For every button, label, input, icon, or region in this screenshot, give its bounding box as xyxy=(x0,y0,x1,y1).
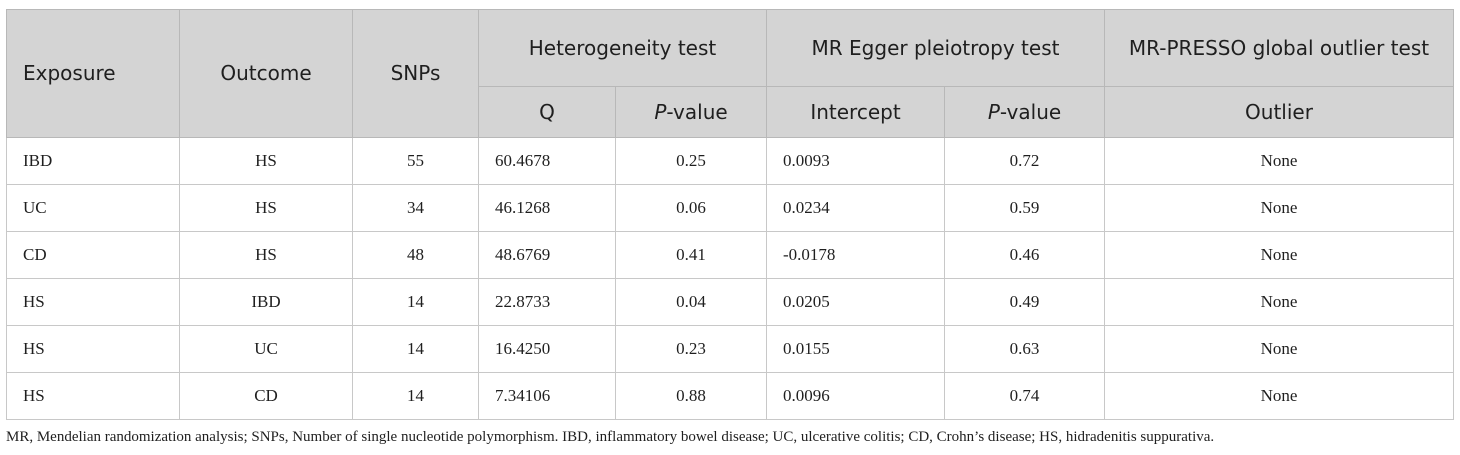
cell-q: 46.1268 xyxy=(478,184,616,232)
cell-exposure: HS xyxy=(6,372,180,420)
table-footnote: MR, Mendelian randomization analysis; SN… xyxy=(6,429,1215,445)
results-table-container: Exposure Outcome SNPs Heterogeneity test… xyxy=(6,9,1454,420)
cell-outcome: CD xyxy=(179,372,353,420)
header-heterogeneity-test: Heterogeneity test xyxy=(478,9,767,87)
table-header: Exposure Outcome SNPs Heterogeneity test… xyxy=(6,9,1454,138)
p-suffix: -value xyxy=(666,99,728,124)
cell-exposure: HS xyxy=(6,278,180,326)
cell-q-p-value: 0.04 xyxy=(615,278,767,326)
cell-q-p-value: 0.25 xyxy=(615,137,767,185)
header-heterogeneity-p-value: P-value xyxy=(615,86,767,138)
cell-egger-p-value: 0.63 xyxy=(944,325,1105,373)
table-row: HS UC 14 16.4250 0.23 0.0155 0.63 None xyxy=(6,325,1454,373)
header-exposure: Exposure xyxy=(6,9,180,138)
cell-egger-p-value: 0.72 xyxy=(944,137,1105,185)
cell-snps: 14 xyxy=(352,372,479,420)
table-row: HS CD 14 7.34106 0.88 0.0096 0.74 None xyxy=(6,372,1454,420)
header-mr-presso-global-outlier-test: MR-PRESSO global outlier test xyxy=(1104,9,1454,87)
cell-q-p-value: 0.41 xyxy=(615,231,767,279)
cell-outcome: HS xyxy=(179,184,353,232)
header-q: Q xyxy=(478,86,616,138)
cell-intercept: 0.0155 xyxy=(766,325,945,373)
cell-exposure: IBD xyxy=(6,137,180,185)
cell-q: 16.4250 xyxy=(478,325,616,373)
table-row: CD HS 48 48.6769 0.41 -0.0178 0.46 None xyxy=(6,231,1454,279)
p-italic: P xyxy=(654,99,667,124)
cell-egger-p-value: 0.46 xyxy=(944,231,1105,279)
header-mr-egger-pleiotropy-test: MR Egger pleiotropy test xyxy=(766,9,1105,87)
cell-q: 22.8733 xyxy=(478,278,616,326)
cell-outcome: UC xyxy=(179,325,353,373)
header-egger-p-value: P-value xyxy=(944,86,1105,138)
table-body: IBD HS 55 60.4678 0.25 0.0093 0.72 None … xyxy=(6,137,1454,420)
cell-outcome: IBD xyxy=(179,278,353,326)
cell-egger-p-value: 0.49 xyxy=(944,278,1105,326)
cell-outlier: None xyxy=(1104,278,1454,326)
cell-snps: 34 xyxy=(352,184,479,232)
cell-intercept: 0.0234 xyxy=(766,184,945,232)
header-outlier: Outlier xyxy=(1104,86,1454,138)
header-snps: SNPs xyxy=(352,9,479,138)
cell-q-p-value: 0.23 xyxy=(615,325,767,373)
table-row: HS IBD 14 22.8733 0.04 0.0205 0.49 None xyxy=(6,278,1454,326)
cell-intercept: 0.0205 xyxy=(766,278,945,326)
cell-q: 7.34106 xyxy=(478,372,616,420)
cell-intercept: 0.0093 xyxy=(766,137,945,185)
cell-exposure: HS xyxy=(6,325,180,373)
cell-q: 48.6769 xyxy=(478,231,616,279)
cell-outcome: HS xyxy=(179,231,353,279)
cell-outlier: None xyxy=(1104,325,1454,373)
cell-snps: 14 xyxy=(352,325,479,373)
cell-snps: 48 xyxy=(352,231,479,279)
cell-egger-p-value: 0.74 xyxy=(944,372,1105,420)
cell-q-p-value: 0.88 xyxy=(615,372,767,420)
cell-exposure: UC xyxy=(6,184,180,232)
cell-outlier: None xyxy=(1104,231,1454,279)
table-row: UC HS 34 46.1268 0.06 0.0234 0.59 None xyxy=(6,184,1454,232)
cell-q-p-value: 0.06 xyxy=(615,184,767,232)
cell-snps: 14 xyxy=(352,278,479,326)
cell-outlier: None xyxy=(1104,137,1454,185)
cell-egger-p-value: 0.59 xyxy=(944,184,1105,232)
cell-outlier: None xyxy=(1104,184,1454,232)
header-intercept: Intercept xyxy=(766,86,945,138)
cell-q: 60.4678 xyxy=(478,137,616,185)
header-outcome: Outcome xyxy=(179,9,353,138)
cell-outlier: None xyxy=(1104,372,1454,420)
mr-sensitivity-table: Exposure Outcome SNPs Heterogeneity test… xyxy=(6,9,1454,420)
p-suffix: -value xyxy=(999,99,1062,124)
cell-exposure: CD xyxy=(6,231,180,279)
table-row: IBD HS 55 60.4678 0.25 0.0093 0.72 None xyxy=(6,137,1454,185)
p-italic: P xyxy=(987,99,1000,124)
cell-intercept: -0.0178 xyxy=(766,231,945,279)
cell-outcome: HS xyxy=(179,137,353,185)
cell-snps: 55 xyxy=(352,137,479,185)
cell-intercept: 0.0096 xyxy=(766,372,945,420)
